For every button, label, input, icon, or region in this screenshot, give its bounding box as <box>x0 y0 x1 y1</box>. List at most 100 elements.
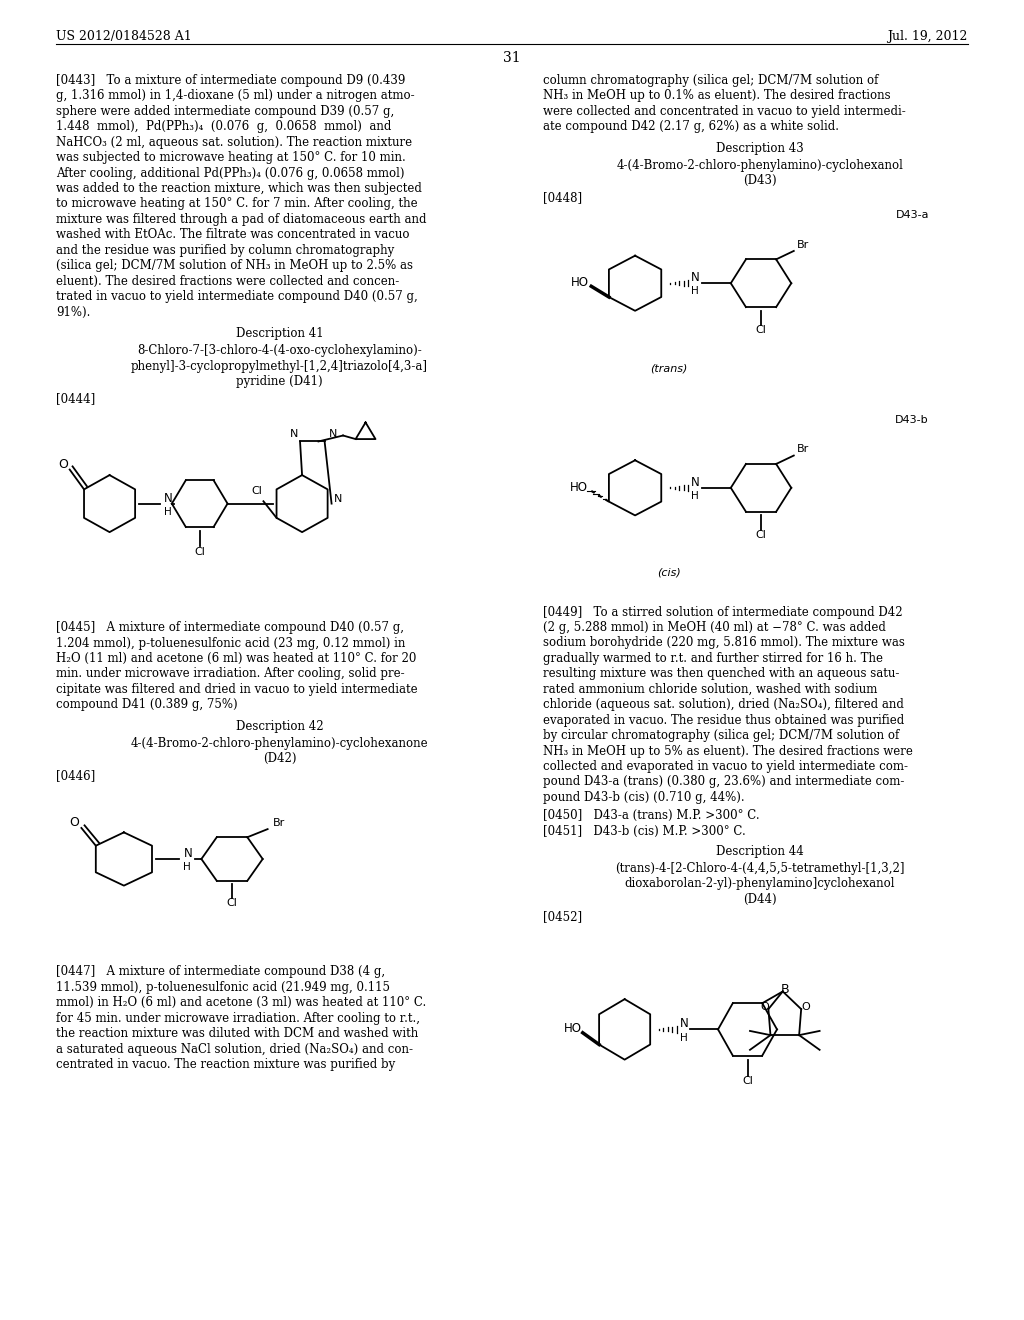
Text: gradually warmed to r.t. and further stirred for 16 h. The: gradually warmed to r.t. and further sti… <box>543 652 883 665</box>
Text: [0450]   D43-a (trans) M.P. >300° C.: [0450] D43-a (trans) M.P. >300° C. <box>543 809 760 822</box>
Text: H: H <box>164 507 171 517</box>
Text: collected and evaporated in vacuo to yield intermediate com-: collected and evaporated in vacuo to yie… <box>543 760 907 774</box>
Text: (2 g, 5.288 mmol) in MeOH (40 ml) at −78° C. was added: (2 g, 5.288 mmol) in MeOH (40 ml) at −78… <box>543 620 886 634</box>
Text: were collected and concentrated in vacuo to yield intermedi-: were collected and concentrated in vacuo… <box>543 104 905 117</box>
Text: dioxaborolan-2-yl)-phenylamino]cyclohexanol: dioxaborolan-2-yl)-phenylamino]cyclohexa… <box>625 878 895 891</box>
Text: (trans): (trans) <box>650 363 687 374</box>
Text: [0444]: [0444] <box>56 392 95 405</box>
Text: centrated in vacuo. The reaction mixture was purified by: centrated in vacuo. The reaction mixture… <box>56 1059 395 1071</box>
Text: HO: HO <box>570 276 589 289</box>
Text: ate compound D42 (2.17 g, 62%) as a white solid.: ate compound D42 (2.17 g, 62%) as a whit… <box>543 120 839 133</box>
Text: Cl: Cl <box>226 898 238 908</box>
Text: chloride (aqueous sat. solution), dried (Na₂SO₄), filtered and: chloride (aqueous sat. solution), dried … <box>543 698 903 711</box>
Text: 8-Chloro-7-[3-chloro-4-(4-oxo-cyclohexylamino)-: 8-Chloro-7-[3-chloro-4-(4-oxo-cyclohexyl… <box>137 345 422 358</box>
Text: eluent). The desired fractions were collected and concen-: eluent). The desired fractions were coll… <box>56 275 399 288</box>
Text: O: O <box>760 1002 769 1012</box>
Text: 1.204 mmol), p-toluenesulfonic acid (23 mg, 0.12 mmol) in: 1.204 mmol), p-toluenesulfonic acid (23 … <box>56 636 406 649</box>
Text: HO: HO <box>563 1022 582 1035</box>
Text: for 45 min. under microwave irradiation. After cooling to r.t.,: for 45 min. under microwave irradiation.… <box>56 1011 420 1024</box>
Text: to microwave heating at 150° C. for 7 min. After cooling, the: to microwave heating at 150° C. for 7 mi… <box>56 198 418 210</box>
Text: Description 43: Description 43 <box>716 141 804 154</box>
Text: [0443]   To a mixture of intermediate compound D9 (0.439: [0443] To a mixture of intermediate comp… <box>56 74 406 87</box>
Text: column chromatography (silica gel; DCM/7M solution of: column chromatography (silica gel; DCM/7… <box>543 74 879 87</box>
Text: After cooling, additional Pd(PPh₃)₄ (0.076 g, 0.0658 mmol): After cooling, additional Pd(PPh₃)₄ (0.0… <box>56 166 404 180</box>
Text: (trans)-4-[2-Chloro-4-(4,4,5,5-tetramethyl-[1,3,2]: (trans)-4-[2-Chloro-4-(4,4,5,5-tetrameth… <box>615 862 904 875</box>
Text: Jul. 19, 2012: Jul. 19, 2012 <box>888 30 968 44</box>
Text: pound D43-a (trans) (0.380 g, 23.6%) and intermediate com-: pound D43-a (trans) (0.380 g, 23.6%) and… <box>543 775 904 788</box>
Text: pyridine (D41): pyridine (D41) <box>237 375 323 388</box>
Text: NH₃ in MeOH up to 0.1% as eluent). The desired fractions: NH₃ in MeOH up to 0.1% as eluent). The d… <box>543 90 890 103</box>
Text: US 2012/0184528 A1: US 2012/0184528 A1 <box>56 30 193 44</box>
Text: Br: Br <box>272 818 285 828</box>
Text: trated in vacuo to yield intermediate compound D40 (0.57 g,: trated in vacuo to yield intermediate co… <box>56 290 418 304</box>
Text: [0452]: [0452] <box>543 909 582 923</box>
Text: Description 44: Description 44 <box>716 845 804 858</box>
Text: 31: 31 <box>503 51 521 66</box>
Text: N: N <box>691 271 700 284</box>
Text: Br: Br <box>798 445 810 454</box>
Text: phenyl]-3-cyclopropylmethyl-[1,2,4]triazolo[4,3-a]: phenyl]-3-cyclopropylmethyl-[1,2,4]triaz… <box>131 359 428 372</box>
Text: a saturated aqueous NaCl solution, dried (Na₂SO₄) and con-: a saturated aqueous NaCl solution, dried… <box>56 1043 414 1056</box>
Text: [0447]   A mixture of intermediate compound D38 (4 g,: [0447] A mixture of intermediate compoun… <box>56 965 385 978</box>
Text: Description 42: Description 42 <box>236 719 324 733</box>
Text: washed with EtOAc. The filtrate was concentrated in vacuo: washed with EtOAc. The filtrate was conc… <box>56 228 410 242</box>
Text: Cl: Cl <box>756 325 767 335</box>
Text: (D43): (D43) <box>743 174 776 187</box>
Text: 4-(4-Bromo-2-chloro-phenylamino)-cyclohexanol: 4-(4-Bromo-2-chloro-phenylamino)-cyclohe… <box>616 158 903 172</box>
Text: mixture was filtered through a pad of diatomaceous earth and: mixture was filtered through a pad of di… <box>56 213 427 226</box>
Text: Cl: Cl <box>742 1076 753 1086</box>
Text: N: N <box>334 494 342 504</box>
Text: rated ammonium chloride solution, washed with sodium: rated ammonium chloride solution, washed… <box>543 682 878 696</box>
Text: (D44): (D44) <box>743 892 776 906</box>
Text: H: H <box>691 286 699 296</box>
Text: N: N <box>691 475 700 488</box>
Text: N: N <box>680 1016 688 1030</box>
Text: Cl: Cl <box>195 546 205 557</box>
Text: (cis): (cis) <box>656 568 681 578</box>
Text: Cl: Cl <box>756 529 767 540</box>
Text: H: H <box>183 862 191 873</box>
Text: Description 41: Description 41 <box>236 327 324 341</box>
Text: H₂O (11 ml) and acetone (6 ml) was heated at 110° C. for 20: H₂O (11 ml) and acetone (6 ml) was heate… <box>56 652 417 665</box>
Text: [0445]   A mixture of intermediate compound D40 (0.57 g,: [0445] A mixture of intermediate compoun… <box>56 622 404 634</box>
Text: [0446]: [0446] <box>56 770 95 783</box>
Text: HO: HO <box>569 480 588 494</box>
Text: (silica gel; DCM/7M solution of NH₃ in MeOH up to 2.5% as: (silica gel; DCM/7M solution of NH₃ in M… <box>56 259 414 272</box>
Text: 1.448  mmol),  Pd(PPh₃)₄  (0.076  g,  0.0658  mmol)  and: 1.448 mmol), Pd(PPh₃)₄ (0.076 g, 0.0658 … <box>56 120 392 133</box>
Text: [0449]   To a stirred solution of intermediate compound D42: [0449] To a stirred solution of intermed… <box>543 606 902 619</box>
Text: Cl: Cl <box>252 486 262 496</box>
Text: Br: Br <box>798 240 810 249</box>
Text: 4-(4-Bromo-2-chloro-phenylamino)-cyclohexanone: 4-(4-Bromo-2-chloro-phenylamino)-cyclohe… <box>131 737 428 750</box>
Text: evaporated in vacuo. The residue thus obtained was purified: evaporated in vacuo. The residue thus ob… <box>543 714 904 727</box>
Text: NH₃ in MeOH up to 5% as eluent). The desired fractions were: NH₃ in MeOH up to 5% as eluent). The des… <box>543 744 912 758</box>
Text: cipitate was filtered and dried in vacuo to yield intermediate: cipitate was filtered and dried in vacuo… <box>56 682 418 696</box>
Text: O: O <box>70 816 79 829</box>
Text: N: N <box>183 847 193 861</box>
Text: and the residue was purified by column chromatography: and the residue was purified by column c… <box>56 244 394 257</box>
Text: resulting mixture was then quenched with an aqueous satu-: resulting mixture was then quenched with… <box>543 668 899 680</box>
Text: g, 1.316 mmol) in 1,4-dioxane (5 ml) under a nitrogen atmo-: g, 1.316 mmol) in 1,4-dioxane (5 ml) und… <box>56 90 415 103</box>
Text: O: O <box>801 1002 810 1012</box>
Text: (D42): (D42) <box>263 752 296 766</box>
Text: was added to the reaction mixture, which was then subjected: was added to the reaction mixture, which… <box>56 182 422 195</box>
Text: [0448]: [0448] <box>543 191 582 205</box>
Text: mmol) in H₂O (6 ml) and acetone (3 ml) was heated at 110° C.: mmol) in H₂O (6 ml) and acetone (3 ml) w… <box>56 997 427 1010</box>
Text: sodium borohydride (220 mg, 5.816 mmol). The mixture was: sodium borohydride (220 mg, 5.816 mmol).… <box>543 636 904 649</box>
Text: sphere were added intermediate compound D39 (0.57 g,: sphere were added intermediate compound … <box>56 104 394 117</box>
Text: min. under microwave irradiation. After cooling, solid pre-: min. under microwave irradiation. After … <box>56 668 404 680</box>
Text: D43-b: D43-b <box>895 414 929 425</box>
Text: 91%).: 91%). <box>56 306 91 318</box>
Text: by circular chromatography (silica gel; DCM/7M solution of: by circular chromatography (silica gel; … <box>543 729 899 742</box>
Text: B: B <box>780 983 790 995</box>
Text: 11.539 mmol), p-toluenesulfonic acid (21.949 mg, 0.115: 11.539 mmol), p-toluenesulfonic acid (21… <box>56 981 390 994</box>
Text: D43-a: D43-a <box>895 210 929 220</box>
Text: N: N <box>329 429 337 440</box>
Text: compound D41 (0.389 g, 75%): compound D41 (0.389 g, 75%) <box>56 698 238 711</box>
Text: NaHCO₃ (2 ml, aqueous sat. solution). The reaction mixture: NaHCO₃ (2 ml, aqueous sat. solution). Th… <box>56 136 413 149</box>
Text: H: H <box>691 491 699 500</box>
Text: N: N <box>290 429 298 440</box>
Text: O: O <box>57 458 68 471</box>
Text: was subjected to microwave heating at 150° C. for 10 min.: was subjected to microwave heating at 15… <box>56 152 407 164</box>
Text: H: H <box>680 1034 687 1043</box>
Text: N: N <box>164 491 172 504</box>
